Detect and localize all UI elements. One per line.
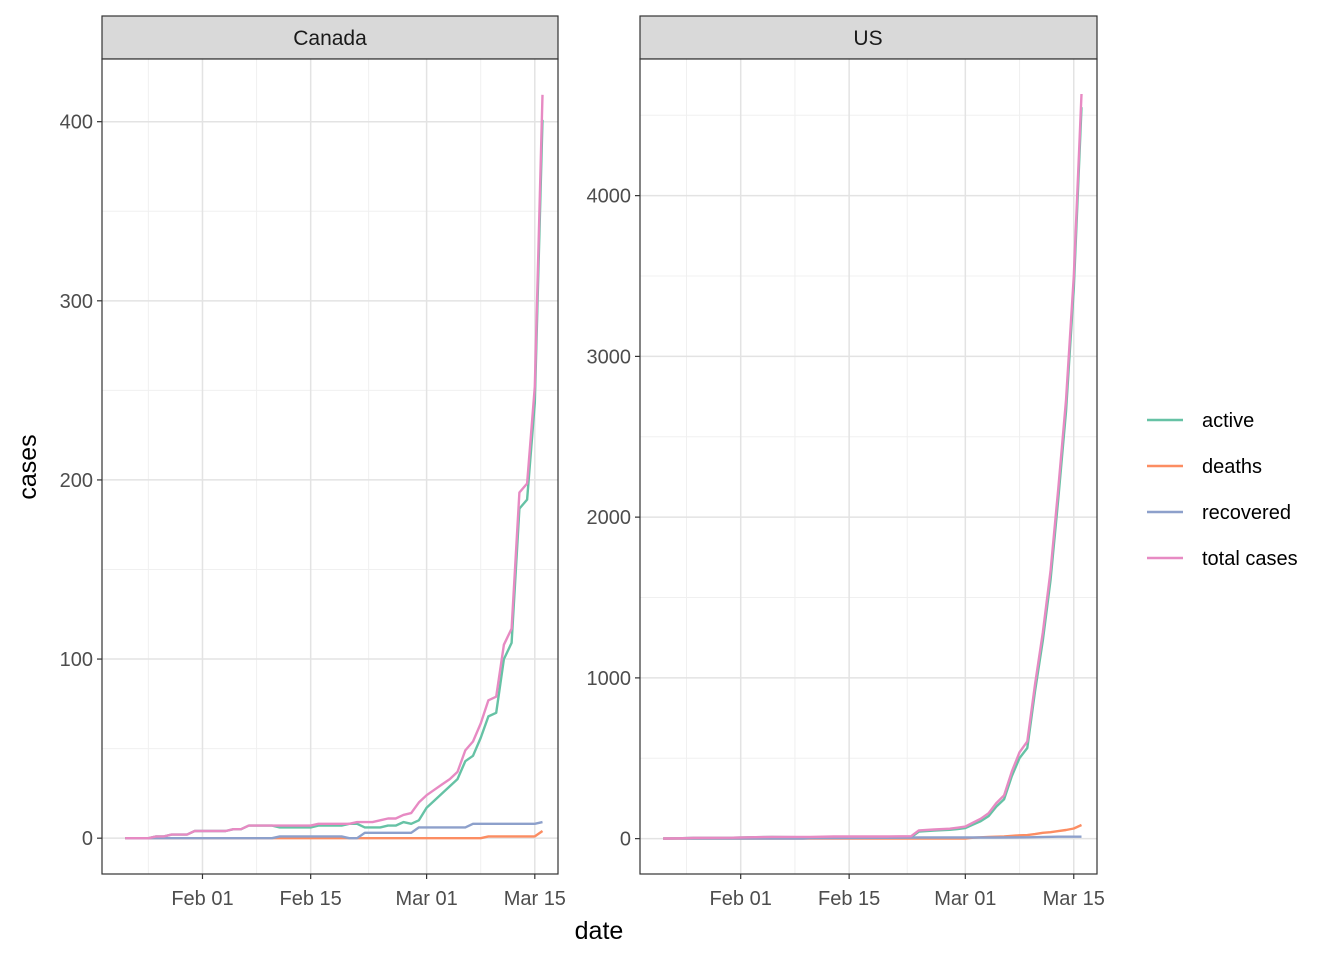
y-tick-label: 4000 <box>587 186 632 208</box>
panel-us: US 0 1000 2000 3000 4000 Feb 01 Feb 15 Mar 01 M… <box>587 15 1105 910</box>
grid-canada <box>102 59 558 874</box>
strip-label-us: US <box>853 27 882 50</box>
y-tick-label: 0 <box>620 829 631 851</box>
x-tick-label: Mar 01 <box>934 888 996 910</box>
grid-us <box>640 59 1097 874</box>
legend-label-recovered: recovered <box>1202 502 1291 524</box>
y-tick-label: 200 <box>60 470 93 492</box>
x-tick-label: Mar 15 <box>504 888 566 910</box>
panel-border-canada <box>101 58 559 875</box>
x-axis-title: date <box>575 917 624 945</box>
y-tick-label: 3000 <box>587 346 632 368</box>
y-tick-label: 2000 <box>587 507 632 529</box>
y-axis-title: cases <box>14 434 42 499</box>
y-ticks-canada: 0 100 200 300 400 <box>60 112 102 850</box>
panel-border-us <box>639 58 1098 875</box>
series-line-total-cases-us <box>663 93 1083 840</box>
strip-label-canada: Canada <box>293 27 367 50</box>
y-ticks-us: 0 1000 2000 3000 4000 <box>587 186 640 851</box>
x-ticks-canada: Feb 01 Feb 15 Mar 01 Mar 15 <box>171 874 566 910</box>
y-tick-label: 300 <box>60 291 93 313</box>
x-tick-label: Mar 15 <box>1043 888 1105 910</box>
x-tick-label: Feb 01 <box>710 888 772 910</box>
y-tick-label: 100 <box>60 649 93 671</box>
panel-canada: Canada 0 100 200 300 400 Feb 01 Feb 15 Mar 01 M… <box>60 15 566 910</box>
strip-us <box>639 15 1098 60</box>
x-tick-label: Feb 15 <box>280 888 342 910</box>
series-line-total-cases-canada <box>125 94 544 840</box>
lines-canada <box>125 94 544 840</box>
x-tick-label: Mar 01 <box>395 888 457 910</box>
y-tick-label: 1000 <box>587 668 632 690</box>
lines-us <box>663 93 1083 840</box>
series-line-deaths-canada <box>125 830 544 840</box>
x-tick-label: Feb 15 <box>818 888 880 910</box>
series-line-recovered-canada <box>125 820 543 840</box>
panel-background-canada <box>102 59 558 874</box>
legend-label-deaths: deaths <box>1202 456 1262 478</box>
legend: active deaths recovered total cases <box>1147 410 1298 570</box>
legend-label-active: active <box>1202 410 1254 432</box>
y-tick-label: 0 <box>82 828 93 850</box>
x-tick-label: Feb 01 <box>171 888 233 910</box>
strip-canada <box>101 15 559 60</box>
series-line-recovered-us <box>663 835 1082 840</box>
x-ticks-us: Feb 01 Feb 15 Mar 01 Mar 15 <box>710 874 1105 910</box>
legend-label-total-cases: total cases <box>1202 548 1298 570</box>
panel-background-us <box>640 59 1097 874</box>
y-tick-label: 400 <box>60 112 93 134</box>
